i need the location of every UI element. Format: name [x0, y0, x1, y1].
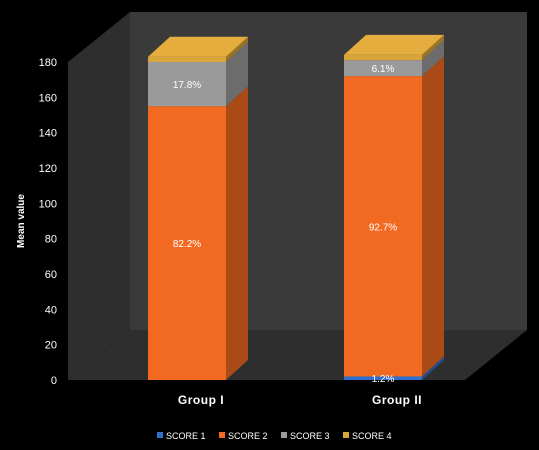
data-label: 17.8% [173, 80, 201, 91]
y-tick-label: 120 [39, 163, 57, 175]
y-tick-label: 40 [45, 304, 57, 316]
y-tick-label: 20 [45, 340, 57, 352]
bar-segment [344, 376, 422, 380]
side-wall [68, 12, 130, 380]
category-label: Group I [178, 393, 224, 407]
bar-top-cap [344, 34, 444, 55]
legend-swatch [157, 432, 163, 438]
legend-label: SCORE 3 [290, 431, 330, 441]
legend-swatch [281, 432, 287, 438]
y-tick-label: 140 [39, 128, 57, 140]
y-tick-label: 100 [39, 198, 57, 210]
y-tick-label: 0 [51, 375, 57, 387]
data-label: 92.7% [369, 222, 397, 233]
data-label: 1.2% [372, 374, 395, 385]
floor [68, 330, 527, 380]
bar-segment-side [422, 34, 444, 61]
category-label: Group II [372, 393, 422, 407]
bar-segment [344, 60, 422, 77]
bar-top-cap [148, 36, 248, 57]
bar-segment-side [422, 356, 444, 380]
y-tick-label: 180 [39, 57, 57, 69]
y-tick-label: 80 [45, 234, 57, 246]
bar-segment [148, 62, 226, 107]
y-tick-label: 160 [39, 92, 57, 104]
legend-label: SCORE 4 [352, 431, 392, 441]
bar-segment [344, 76, 422, 377]
legend-label: SCORE 2 [228, 431, 268, 441]
legend-swatch [343, 432, 349, 438]
bar-segment-side [422, 40, 444, 77]
bar-segment-side [226, 86, 248, 381]
legend-label: SCORE 1 [166, 431, 206, 441]
data-label: 82.2% [173, 239, 201, 250]
legend-swatch [219, 432, 225, 438]
data-label: 6.1% [372, 64, 395, 75]
bar-segment [148, 106, 226, 381]
bar-segment-side [226, 36, 248, 62]
y-tick-label: 60 [45, 269, 57, 281]
bar-segment-side [422, 56, 444, 377]
y-axis-title: Mean value [16, 194, 27, 248]
bar-segment [148, 56, 226, 62]
bar-segment [344, 54, 422, 61]
bar-segment-side [226, 42, 248, 107]
